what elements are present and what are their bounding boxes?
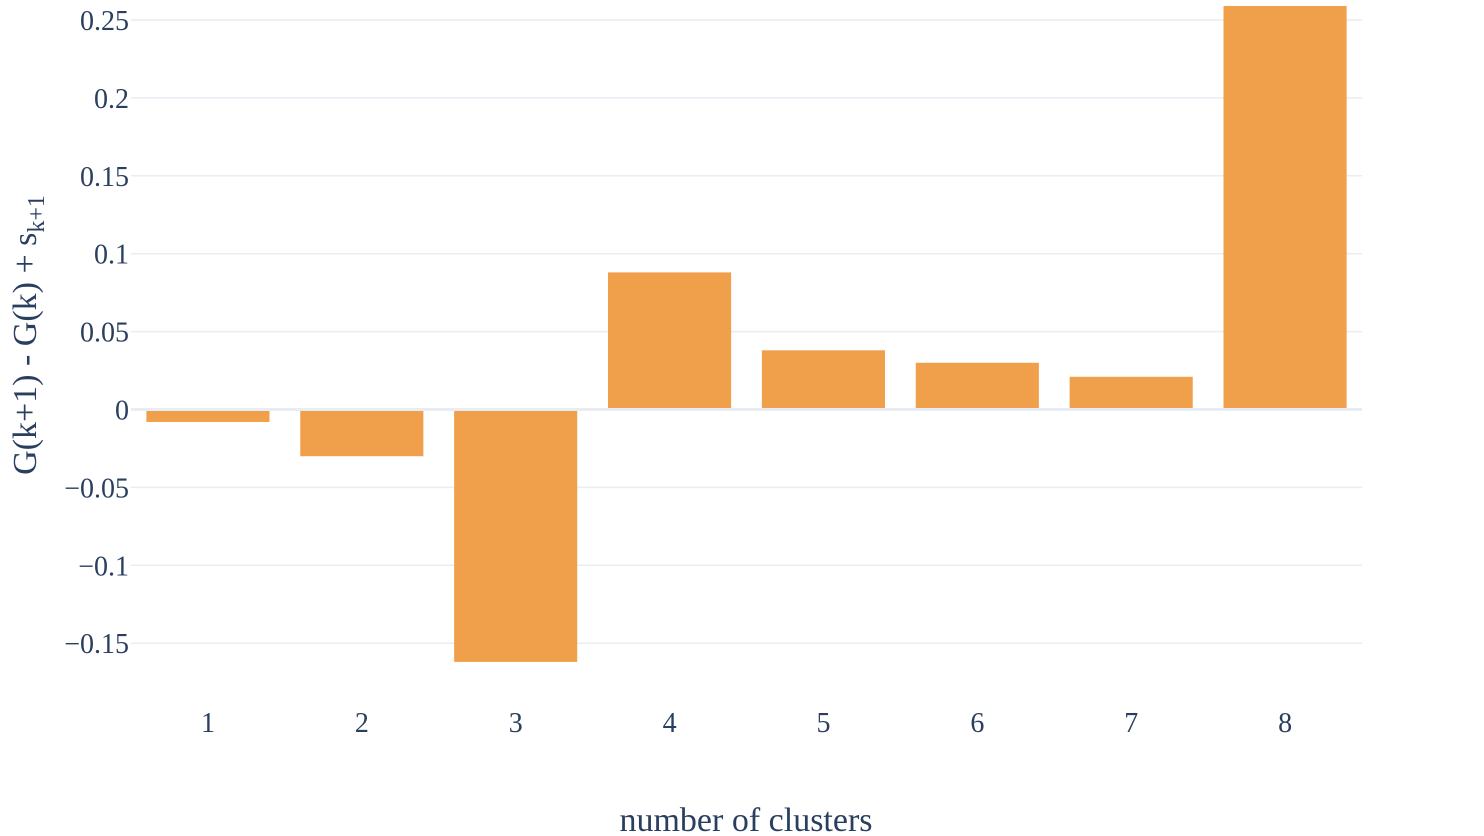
x-axis-label: number of clusters (619, 802, 872, 836)
bar-cluster-1 (146, 409, 270, 422)
bar-cluster-5 (761, 350, 885, 410)
y-tick-label: 0.2 (94, 84, 129, 115)
y-axis-label-main: G(k+1) - G(k) + s (7, 233, 44, 475)
y-axis-label-subscript: k+1 (24, 195, 50, 233)
y-axis-ticks: 0.25 0.2 0.15 0.1 0.05 0 −0.05 −0.1 −0.15 (64, 6, 129, 660)
gridlines (131, 19, 1362, 644)
x-tick-label: 2 (355, 708, 369, 739)
x-tick-label: 3 (509, 708, 523, 739)
x-tick-label: 8 (1278, 708, 1292, 739)
y-tick-label: 0.05 (80, 318, 129, 349)
y-tick-label: −0.1 (78, 551, 129, 582)
bar-cluster-2 (300, 409, 424, 457)
y-tick-label: 0.25 (80, 6, 129, 37)
x-axis-ticks: 1 2 3 4 5 6 7 8 (201, 708, 1292, 739)
bar-cluster-8 (1223, 5, 1347, 410)
x-tick-label: 4 (663, 708, 677, 739)
y-tick-label: 0.1 (94, 240, 129, 271)
y-tick-label: 0 (115, 396, 129, 427)
x-tick-label: 1 (201, 708, 215, 739)
y-tick-label: −0.05 (64, 473, 129, 504)
bars (146, 5, 1347, 662)
bar-cluster-4 (608, 272, 732, 410)
y-axis-label: G(k+1) - G(k) + sk+1 (7, 195, 50, 475)
bar-cluster-7 (1069, 376, 1193, 410)
x-tick-label: 5 (816, 708, 830, 739)
x-tick-label: 7 (1124, 708, 1138, 739)
bar-cluster-3 (454, 409, 578, 662)
y-tick-label: 0.15 (80, 162, 129, 193)
x-tick-label: 6 (970, 708, 984, 739)
bar-cluster-6 (915, 362, 1039, 410)
y-tick-label: −0.15 (64, 629, 129, 660)
